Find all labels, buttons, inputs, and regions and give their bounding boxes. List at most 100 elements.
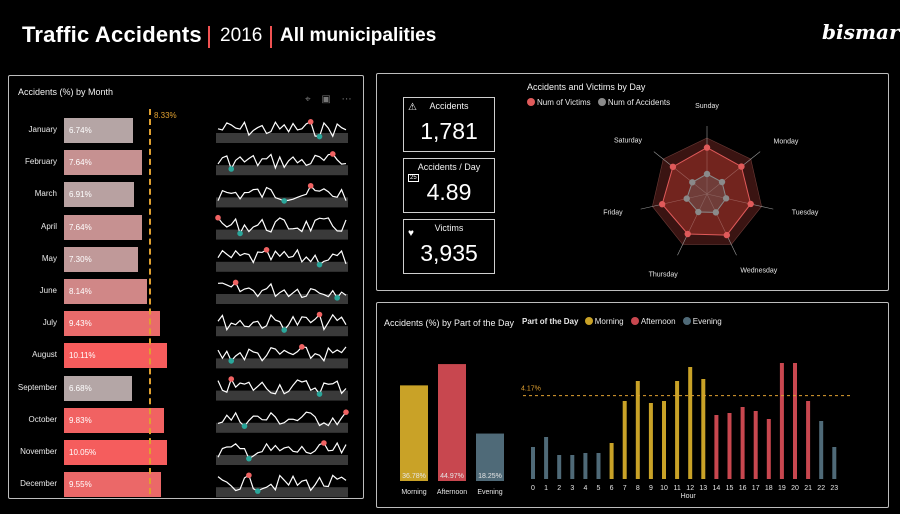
hour-bar[interactable] (793, 363, 797, 479)
average-reference-line (148, 109, 151, 494)
hour-bar[interactable] (557, 455, 562, 479)
sparkline-max-point[interactable] (329, 151, 336, 157)
hour-bar[interactable] (766, 419, 771, 479)
sparkline-min-point[interactable] (316, 391, 323, 397)
month-bar[interactable]: 9.55% (64, 472, 162, 498)
month-bar[interactable]: 6.91% (64, 182, 135, 208)
sparkline-max-point[interactable] (307, 182, 314, 189)
radar-point[interactable] (718, 178, 726, 186)
month-row[interactable]: February 7.64% (9, 149, 365, 176)
part-of-day-bar[interactable] (438, 364, 466, 481)
radar-point[interactable] (658, 201, 666, 208)
month-bar[interactable]: 6.68% (64, 375, 133, 401)
legend-evening[interactable]: Evening (682, 317, 722, 326)
sparkline-min-point[interactable] (281, 198, 288, 204)
sparkline-max-point[interactable] (307, 119, 314, 125)
month-pct-label: 9.83% (69, 415, 92, 425)
month-bar[interactable]: 7.64% (64, 150, 142, 176)
sparkline-max-point[interactable] (299, 344, 305, 350)
radar-point[interactable] (722, 195, 730, 202)
hour-bar[interactable] (648, 403, 653, 479)
month-bar[interactable]: 7.30% (64, 246, 139, 272)
sparkline-max-point[interactable] (246, 472, 252, 479)
hour-bar[interactable] (779, 363, 784, 479)
sparkline-min-point[interactable] (237, 230, 243, 237)
month-bar[interactable]: 9.43% (64, 311, 161, 337)
month-bar[interactable]: 9.83% (64, 407, 165, 433)
radar-point[interactable] (683, 195, 690, 202)
municipality-filter[interactable]: All municipalities (280, 25, 437, 46)
sparkline-max-point[interactable] (316, 311, 323, 318)
hour-bar[interactable] (819, 421, 824, 479)
hour-bar[interactable] (570, 455, 575, 479)
radar-point[interactable] (738, 163, 745, 170)
sparkline-max-point[interactable] (228, 376, 235, 382)
month-row[interactable]: October 9.83% (9, 407, 365, 433)
month-bar[interactable]: 8.14% (64, 279, 148, 304)
legend-accidents[interactable]: Num of Accidents (597, 98, 671, 107)
hour-bar[interactable] (740, 407, 745, 479)
month-row[interactable]: January 6.74% (9, 117, 365, 143)
hour-bar[interactable] (635, 381, 640, 479)
legend-afternoon[interactable]: Afternoon (630, 317, 676, 326)
radar-point[interactable] (703, 170, 711, 178)
sparkline-min-point[interactable] (254, 488, 261, 494)
sparkline-max-point[interactable] (343, 409, 349, 415)
sparkline-min-point[interactable] (316, 261, 323, 268)
hour-bar[interactable] (675, 381, 680, 479)
hour-bar[interactable] (609, 443, 614, 479)
sparkline-min-point[interactable] (246, 455, 252, 462)
hour-bar[interactable] (531, 447, 535, 479)
hour-bar[interactable] (544, 437, 549, 479)
radar-point[interactable] (712, 209, 720, 216)
sparkline-min-point[interactable] (228, 358, 235, 364)
legend-accidents-label: Num of Accidents (607, 98, 671, 107)
hour-bar[interactable] (727, 413, 732, 479)
accidents-dot-icon (597, 98, 606, 106)
radar-point[interactable] (703, 144, 711, 151)
sparkline-line (217, 248, 347, 266)
month-row[interactable]: March 6.91% (9, 181, 365, 208)
sparkline-min-point[interactable] (228, 166, 235, 172)
sparkline-min-point[interactable] (334, 295, 340, 301)
hour-bar[interactable] (832, 447, 837, 479)
sparkline-min-point[interactable] (281, 327, 288, 333)
hour-bar[interactable] (714, 415, 719, 479)
hour-bar[interactable] (583, 453, 588, 479)
radar-point[interactable] (723, 231, 730, 239)
legend-victims[interactable]: Num of Victims (527, 98, 591, 107)
month-row[interactable]: May 7.30% (9, 246, 365, 272)
sparkline-max-point[interactable] (263, 247, 270, 253)
part-of-day-bar[interactable] (400, 385, 428, 481)
year-filter[interactable]: 2016 (220, 25, 263, 46)
month-row[interactable]: June 8.14% (9, 278, 365, 304)
hour-bar[interactable] (753, 411, 758, 479)
month-row[interactable]: July 9.43% (9, 310, 365, 337)
sparkline-max-point[interactable] (232, 279, 239, 286)
radar-point[interactable] (684, 230, 691, 238)
month-bar[interactable]: 6.74% (64, 118, 133, 143)
sparkline-min-point[interactable] (241, 423, 248, 429)
sparkline-min-point[interactable] (316, 133, 323, 140)
title-separator (270, 26, 272, 48)
sparkline-max-point[interactable] (215, 214, 221, 221)
month-row[interactable]: April 7.64% (9, 214, 365, 240)
hour-bar[interactable] (701, 379, 706, 479)
sparkline-max-point[interactable] (321, 440, 327, 446)
hour-bar[interactable] (596, 453, 601, 479)
month-pct-label: 7.30% (69, 254, 92, 264)
legend-morning[interactable]: Morning (584, 317, 624, 326)
month-row[interactable]: December 9.55% (9, 471, 365, 498)
visual-toolbar-icons[interactable]: ⌖ ▣ ⋯ (305, 94, 356, 105)
hour-bar[interactable] (688, 367, 693, 479)
hour-bar[interactable] (806, 401, 811, 479)
radar-point[interactable] (695, 208, 702, 216)
hour-bar[interactable] (662, 401, 666, 479)
radar-point[interactable] (669, 163, 677, 171)
month-bar[interactable]: 7.64% (64, 214, 142, 240)
radar-point[interactable] (747, 200, 754, 208)
radar-point[interactable] (689, 179, 696, 186)
part-of-day-bar[interactable] (476, 433, 504, 481)
hour-bar[interactable] (622, 401, 627, 479)
month-row[interactable]: September 6.68% (9, 375, 365, 401)
